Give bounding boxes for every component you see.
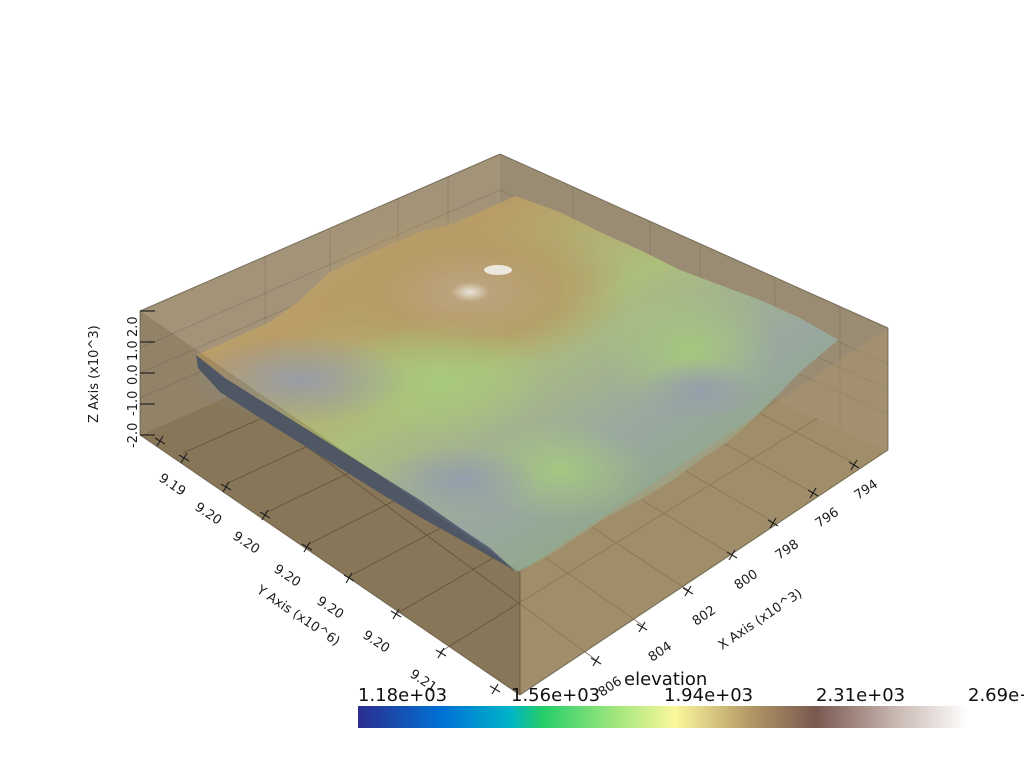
y-tick-label: 9.20 [360,628,392,657]
y-axis [154,435,501,695]
colorbar-label: 1.56e+03 [511,685,601,706]
peak-highlight [484,265,512,275]
colorbar-label: 2.69e+ [968,685,1024,706]
y-tick-label: 9.20 [314,594,346,623]
y-tick-label: 9.19 [156,471,188,500]
box-front-wall-left [140,311,520,695]
z-tick-label: 1.0 [126,340,141,361]
x-tick-label: 802 [690,603,719,629]
z-tick-label: 0.0 [126,364,141,385]
colorbar [358,706,968,728]
x-axis-title: X Axis (x10^3) [716,586,805,653]
y-tick-label: 9.20 [192,500,224,529]
x-tick-label: 794 [852,477,881,503]
box-edges [139,153,889,696]
z-tick-label: 2.0 [126,316,141,337]
x-tick-label: 806 [596,674,625,700]
y-tick-label: 9.20 [230,529,262,558]
box-top-lid [140,154,888,572]
x-tick-label: 798 [773,537,802,563]
x-tick-label: 804 [646,639,675,665]
z-tick-label: -1.0 [126,391,141,416]
box-front-wall-right [520,328,888,695]
x-tick-label: 800 [732,567,761,593]
colorbar-label: 1.94e+03 [664,685,754,706]
colorbar-title: elevation [624,669,708,690]
z-axis-title: Z Axis (x10^3) [87,325,102,423]
terrain-side-face [196,355,516,572]
colorbar-label: 1.18e+03 [358,685,448,706]
z-axis [140,310,155,436]
z-tick-label: -2.0 [126,423,141,448]
y-tick-label: 9.20 [271,562,303,591]
colorbar-label: 2.31e+03 [816,685,906,706]
x-tick-label: 796 [813,505,842,531]
x-axis [590,459,860,667]
